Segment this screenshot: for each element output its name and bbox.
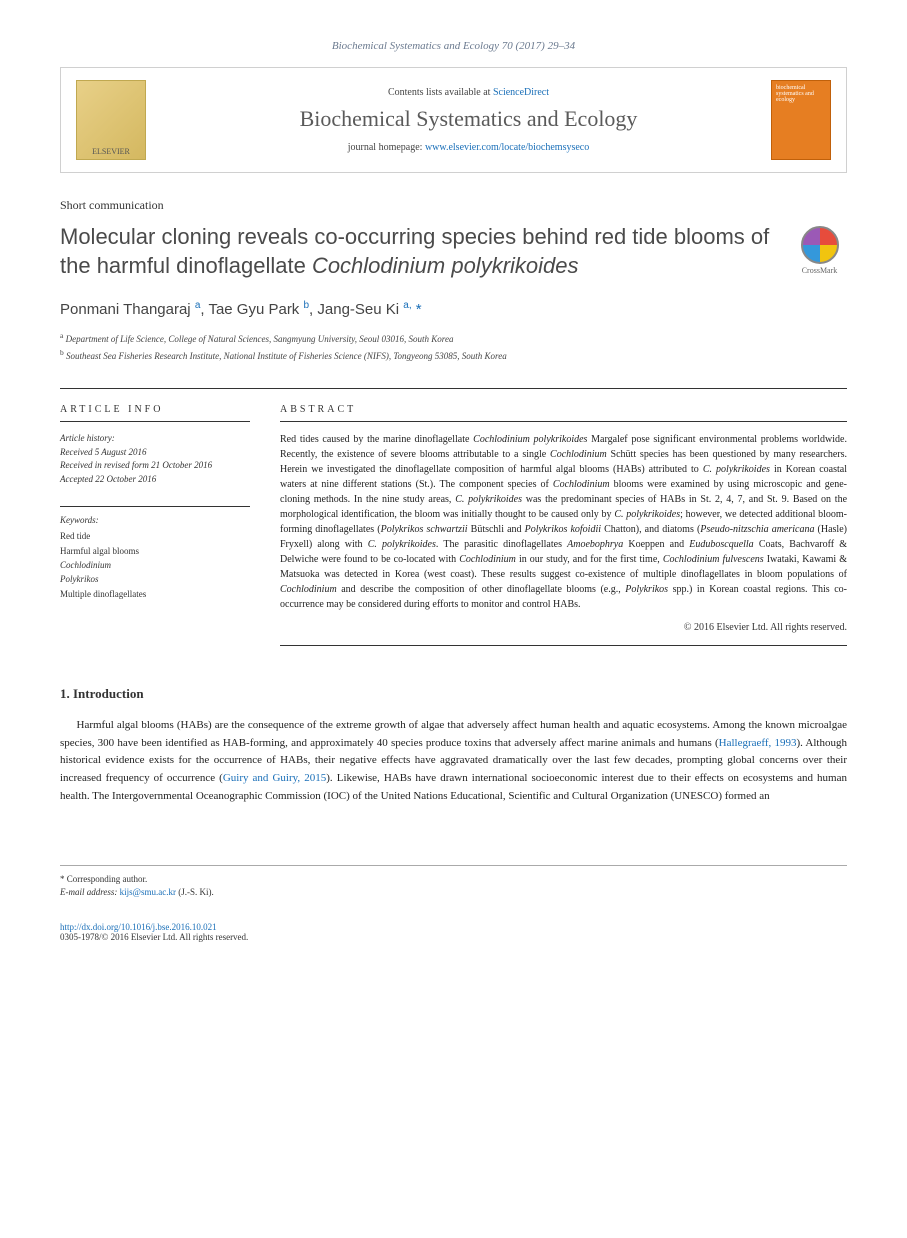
page-footer: * Corresponding author. E-mail address: … xyxy=(60,865,847,942)
journal-reference: Biochemical Systematics and Ecology 70 (… xyxy=(60,40,847,52)
crossmark-icon xyxy=(801,226,839,264)
issn-copyright-line: 0305-1978/© 2016 Elsevier Ltd. All right… xyxy=(60,932,847,942)
contents-available-line: Contents lists available at ScienceDirec… xyxy=(166,87,771,98)
abstract-copyright: © 2016 Elsevier Ltd. All rights reserved… xyxy=(280,622,847,646)
keywords-list: Red tide Harmful algal blooms Cochlodini… xyxy=(60,529,250,601)
article-type: Short communication xyxy=(60,198,847,213)
crossmark-badge[interactable]: CrossMark xyxy=(792,223,847,278)
article-info-column: ARTICLE INFO Article history: Received 5… xyxy=(60,404,250,646)
history-label: Article history: xyxy=(60,432,250,446)
email-link[interactable]: kijs@smu.ac.kr xyxy=(120,887,176,897)
affiliations: a Department of Life Science, College of… xyxy=(60,330,847,363)
revised-date: Received in revised form 21 October 2016 xyxy=(60,459,250,473)
doi-link[interactable]: http://dx.doi.org/10.1016/j.bse.2016.10.… xyxy=(60,922,217,932)
received-date: Received 5 August 2016 xyxy=(60,446,250,460)
article-history: Article history: Received 5 August 2016 … xyxy=(60,432,250,486)
introduction-heading: 1. Introduction xyxy=(60,686,847,702)
accepted-date: Accepted 22 October 2016 xyxy=(60,473,250,487)
authors-line: Ponmani Thangaraj a, Tae Gyu Park b, Jan… xyxy=(60,300,847,318)
affiliation-b: b Southeast Sea Fisheries Research Insti… xyxy=(60,347,847,364)
doi-line: http://dx.doi.org/10.1016/j.bse.2016.10.… xyxy=(60,922,847,932)
keyword-item: Polykrikos xyxy=(60,572,250,586)
email-suffix: (J.-S. Ki). xyxy=(176,887,214,897)
journal-banner: ELSEVIER Contents lists available at Sci… xyxy=(60,67,847,173)
email-line: E-mail address: kijs@smu.ac.kr (J.-S. Ki… xyxy=(60,887,847,897)
info-abstract-row: ARTICLE INFO Article history: Received 5… xyxy=(60,388,847,646)
keyword-item: Multiple dinoflagellates xyxy=(60,587,250,601)
contents-prefix: Contents lists available at xyxy=(388,87,493,98)
homepage-prefix: journal homepage: xyxy=(348,142,425,153)
sciencedirect-link[interactable]: ScienceDirect xyxy=(493,87,549,98)
keyword-item: Cochlodinium xyxy=(60,558,250,572)
email-label: E-mail address: xyxy=(60,887,120,897)
banner-center: Contents lists available at ScienceDirec… xyxy=(166,87,771,153)
journal-cover-thumbnail: biochemical systematics and ecology xyxy=(771,80,831,160)
keywords-label: Keywords: xyxy=(60,506,250,525)
article-info-heading: ARTICLE INFO xyxy=(60,404,250,422)
keyword-item: Red tide xyxy=(60,529,250,543)
corresponding-author-note: * Corresponding author. xyxy=(60,874,847,884)
article-title: Molecular cloning reveals co-occurring s… xyxy=(60,223,772,280)
title-row: Molecular cloning reveals co-occurring s… xyxy=(60,223,847,280)
crossmark-label: CrossMark xyxy=(802,266,838,275)
homepage-link[interactable]: www.elsevier.com/locate/biochemsyseco xyxy=(425,142,589,153)
introduction-paragraph: Harmful algal blooms (HABs) are the cons… xyxy=(60,717,847,805)
abstract-column: ABSTRACT Red tides caused by the marine … xyxy=(280,404,847,646)
journal-name: Biochemical Systematics and Ecology xyxy=(166,106,771,132)
homepage-line: journal homepage: www.elsevier.com/locat… xyxy=(166,142,771,153)
affiliation-a: a Department of Life Science, College of… xyxy=(60,330,847,347)
keyword-item: Harmful algal blooms xyxy=(60,544,250,558)
abstract-text: Red tides caused by the marine dinoflage… xyxy=(280,432,847,612)
abstract-heading: ABSTRACT xyxy=(280,404,847,422)
elsevier-logo: ELSEVIER xyxy=(76,80,146,160)
